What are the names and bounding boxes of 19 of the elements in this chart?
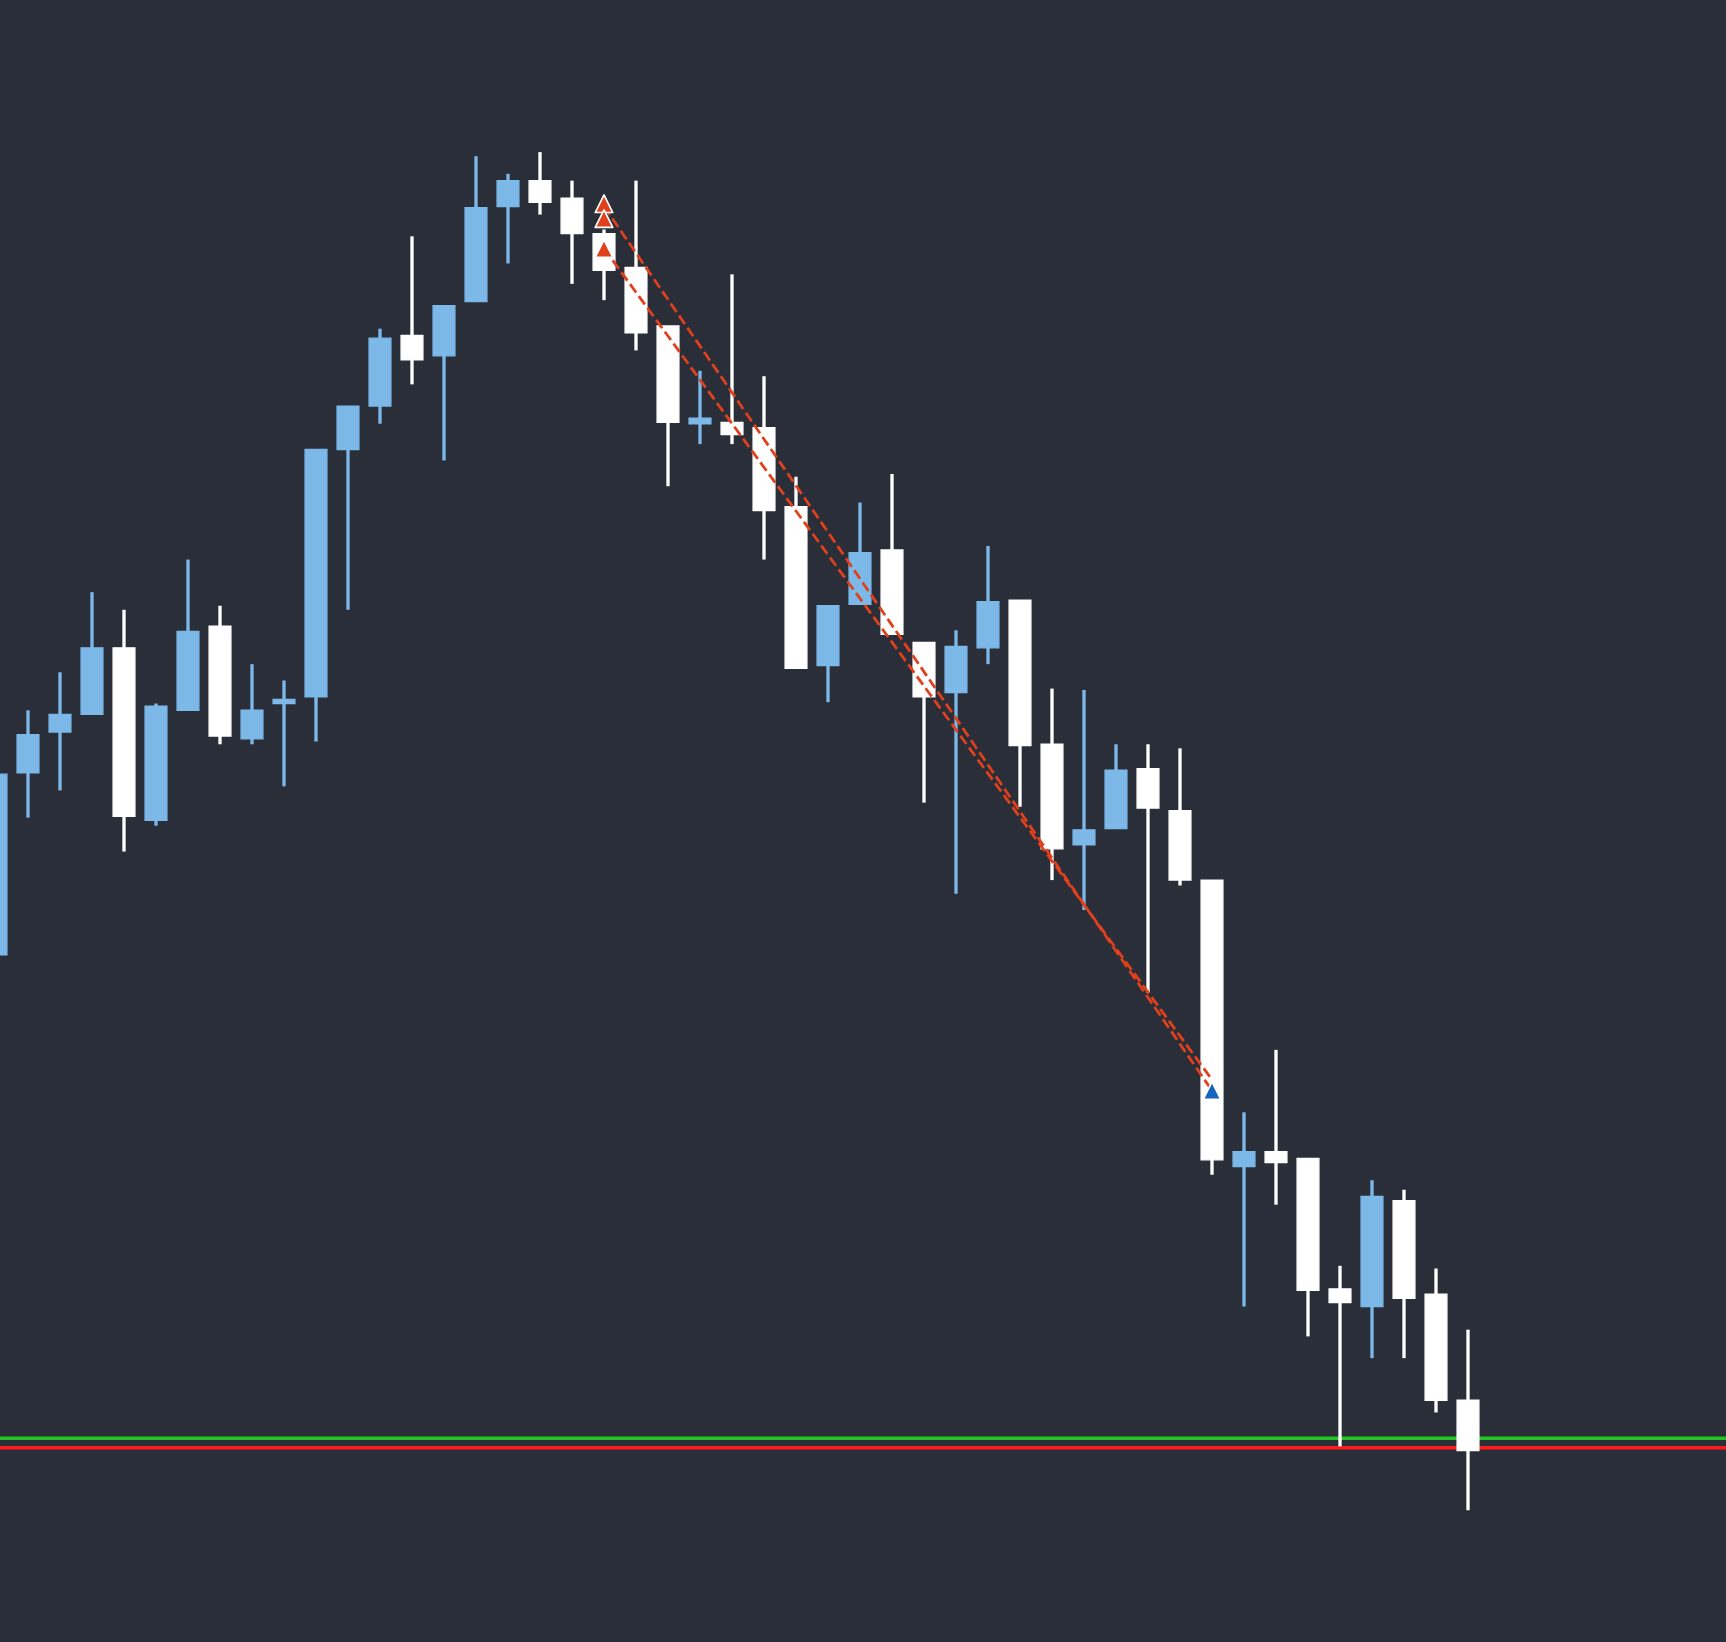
point (594, 194, 614, 214)
candlestick (240, 662, 264, 746)
candlestick (1072, 688, 1096, 912)
candlestick (560, 178, 584, 286)
candlestick (1264, 1048, 1288, 1207)
candlestick (272, 678, 296, 789)
candlestick (688, 369, 712, 446)
candlestick (496, 172, 520, 266)
candlestick (1328, 1264, 1352, 1449)
candlestick (1232, 1110, 1256, 1309)
candlestick (944, 628, 968, 896)
candlestick (528, 150, 552, 217)
candlestick (976, 544, 1000, 666)
candlestick (400, 234, 424, 387)
candlestick (48, 670, 72, 793)
point (594, 209, 614, 229)
candlestick (336, 404, 360, 612)
candlestick (1136, 742, 1160, 995)
candlestick (16, 708, 40, 820)
